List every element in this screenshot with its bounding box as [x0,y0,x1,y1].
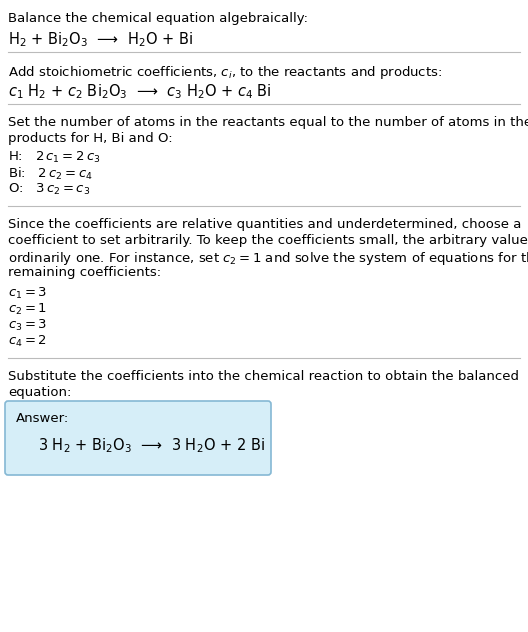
Text: Bi:   $2\,c_2 = c_4$: Bi: $2\,c_2 = c_4$ [8,166,93,182]
Text: Balance the chemical equation algebraically:: Balance the chemical equation algebraica… [8,12,308,25]
Text: $c_2 = 1$: $c_2 = 1$ [8,302,47,317]
Text: Since the coefficients are relative quantities and underdetermined, choose a: Since the coefficients are relative quan… [8,218,521,231]
Text: Set the number of atoms in the reactants equal to the number of atoms in the: Set the number of atoms in the reactants… [8,116,528,129]
Text: Add stoichiometric coefficients, $c_i$, to the reactants and products:: Add stoichiometric coefficients, $c_i$, … [8,64,442,81]
Text: H:   $2\,c_1 = 2\,c_3$: H: $2\,c_1 = 2\,c_3$ [8,150,100,165]
Text: remaining coefficients:: remaining coefficients: [8,266,161,279]
Text: 3 H$_2$ + Bi$_2$O$_3$  ⟶  3 H$_2$O + 2 Bi: 3 H$_2$ + Bi$_2$O$_3$ ⟶ 3 H$_2$O + 2 Bi [38,436,265,454]
Text: ordinarily one. For instance, set $c_2 = 1$ and solve the system of equations fo: ordinarily one. For instance, set $c_2 =… [8,250,528,267]
Text: coefficient to set arbitrarily. To keep the coefficients small, the arbitrary va: coefficient to set arbitrarily. To keep … [8,234,528,247]
Text: Substitute the coefficients into the chemical reaction to obtain the balanced: Substitute the coefficients into the che… [8,370,519,383]
Text: products for H, Bi and O:: products for H, Bi and O: [8,132,173,145]
Text: $c_4 = 2$: $c_4 = 2$ [8,334,47,349]
Text: Answer:: Answer: [16,412,69,425]
Text: O:   $3\,c_2 = c_3$: O: $3\,c_2 = c_3$ [8,182,90,197]
FancyBboxPatch shape [5,401,271,475]
Text: equation:: equation: [8,386,71,399]
Text: $c_3 = 3$: $c_3 = 3$ [8,318,47,333]
Text: $c_1$ H$_2$ + $c_2$ Bi$_2$O$_3$  ⟶  $c_3$ H$_2$O + $c_4$ Bi: $c_1$ H$_2$ + $c_2$ Bi$_2$O$_3$ ⟶ $c_3$ … [8,82,272,100]
Text: $c_1 = 3$: $c_1 = 3$ [8,286,47,301]
Text: H$_2$ + Bi$_2$O$_3$  ⟶  H$_2$O + Bi: H$_2$ + Bi$_2$O$_3$ ⟶ H$_2$O + Bi [8,30,193,49]
